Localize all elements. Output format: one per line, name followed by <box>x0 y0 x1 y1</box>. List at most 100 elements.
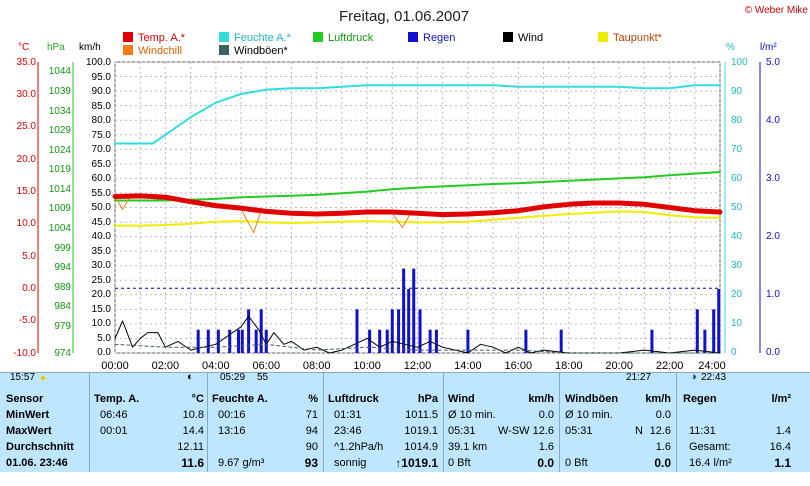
rain-bar <box>650 329 654 353</box>
gusts-column: Windböen km/h Ø 10 min. 0.0 05:31 N 12.6 1.6… <box>565 391 671 486</box>
sensor-row-max: MaxWert <box>6 425 52 437</box>
pressure-tick-label: 1044 <box>49 66 72 77</box>
wind-tick-label: 45.0 <box>92 217 112 228</box>
wind-header: Wind km/h <box>448 393 554 405</box>
pressure-tick-label: 1004 <box>49 223 72 234</box>
axis-title-rain: l/m² <box>760 42 777 53</box>
sun-icon: ● <box>40 373 47 384</box>
humidity-header: Feuchte A.% <box>212 393 318 405</box>
legend-swatch-temp <box>123 32 133 42</box>
legend-item-wind: Wind <box>503 32 543 44</box>
legend-label-wind: Wind <box>518 32 543 44</box>
wind-tick-label: 40.0 <box>92 231 112 242</box>
rain-bar <box>524 329 528 353</box>
axis-title-temp: °C <box>18 42 29 53</box>
rain-bar <box>695 309 699 353</box>
pressure-tick-label: 1019 <box>49 164 72 175</box>
legend-label-windchill: Windchill <box>138 45 182 57</box>
moon-phase-icon: ◐ <box>187 371 194 383</box>
rain-bar <box>703 329 707 353</box>
gusts-row-current: 0 Bft 0.0 <box>565 456 671 470</box>
legend-item-pressure: Luftdruck <box>313 32 374 44</box>
temp-tick-label: -10.0 <box>13 348 36 359</box>
wind-tick-label: 25.0 <box>92 275 112 286</box>
pressure-tick-label: 974 <box>54 348 71 359</box>
wind-tick-label: 80.0 <box>92 115 112 126</box>
rain-bar <box>254 329 258 353</box>
wind-tick-label: 60.0 <box>92 173 112 184</box>
legend-item-rain: Regen <box>408 32 455 44</box>
rain-bars <box>196 268 721 353</box>
column-divider <box>559 373 560 472</box>
temp-tick-label: 0.0 <box>22 283 36 294</box>
column-divider <box>207 373 208 472</box>
rain-bar <box>717 288 721 353</box>
moonset-icon: ◑ <box>690 371 697 383</box>
statistics-panel: 15:57 ● ◐ 05:29 55 21:27 ◑ 22:43 Sensor … <box>0 371 810 472</box>
time-marker-row: 15:57 ● ◐ 05:29 55 21:27 ◑ 22:43 <box>0 371 810 384</box>
wind-tick-label: 15.0 <box>92 304 112 315</box>
temp-tick-label: 20.0 <box>17 154 37 165</box>
pressure-tick-label: 984 <box>54 301 71 312</box>
wind-row-current: 0 Bft 0.0 <box>448 456 554 470</box>
wind-row-avg: 39.1 km 1.6 <box>448 441 554 453</box>
column-divider <box>676 373 677 472</box>
column-divider <box>89 373 90 472</box>
humidity-axis: 100 90 80 70 60 50 40 30 20 10 0 <box>724 57 748 358</box>
pressure-row-avg: ^1.2hPa/h 1014.9 <box>334 441 438 453</box>
wind-axis: 100.0 95.0 90.0 85.0 80.0 75.0 70.0 65.0… <box>86 57 111 358</box>
time-tick-label: 24:00 <box>698 360 726 372</box>
time-tick-label: 14:00 <box>454 360 482 372</box>
wind-tick-label: 70.0 <box>92 144 112 155</box>
chart-title: Freitag, 01.06.2007 <box>339 8 469 25</box>
legend-item-humidity: Feuchte A.* <box>219 32 292 44</box>
axis-title-humidity: % <box>726 42 735 53</box>
temp-row-avg: 12.11 <box>177 441 204 453</box>
time-axis: 00:00 02:00 04:00 06:00 08:00 10:00 12:0… <box>101 360 726 372</box>
rain-bar <box>206 329 210 353</box>
wind-tick-label: 5.0 <box>97 333 111 344</box>
rain-row-current: 16.4 l/m² 1.1 <box>689 456 791 470</box>
time-tick-label: 16:00 <box>505 360 533 372</box>
pressure-tick-label: 1024 <box>49 145 72 156</box>
rain-tick-label: 0.0 <box>766 347 780 358</box>
sensor-row-min: MinWert <box>6 409 50 421</box>
sunrise-duration-label: 55 <box>257 372 269 383</box>
pressure-tick-label: 999 <box>54 243 71 254</box>
rain-axis: 5.0 4.0 3.0 2.0 1.0 0.0 <box>759 57 780 358</box>
humidity-tick-label: 60 <box>731 173 743 184</box>
weather-chart: Freitag, 01.06.2007 © Weber Mike Temp. A… <box>13 5 808 372</box>
temp-row-min: 06:46 10.8 <box>100 409 204 421</box>
series-line-temp-a <box>112 193 723 218</box>
series-line-taupunkt <box>114 210 721 227</box>
rain-bar <box>402 268 406 353</box>
humidity-tick-label: 40 <box>731 231 743 242</box>
rain-bar <box>216 329 220 353</box>
rain-row-max: 11:31 1.4 <box>689 425 791 437</box>
rain-bar <box>228 329 232 353</box>
pressure-row-current: sonnig ↑1019.1 <box>334 456 438 470</box>
rain-bar <box>247 309 251 353</box>
pressure-tick-label: 994 <box>54 262 71 273</box>
rain-tick-label: 4.0 <box>766 115 780 126</box>
time-tick-label: 00:00 <box>101 360 129 372</box>
rain-header: Regen l/m² <box>683 393 791 405</box>
first-time-label: 15:57 <box>10 372 36 383</box>
plot-area <box>112 61 723 354</box>
rain-row-min <box>683 407 791 423</box>
legend-label-humidity: Feuchte A.* <box>234 32 292 44</box>
time-tick-label: 06:00 <box>253 360 281 372</box>
sensor-column: Sensor MinWert MaxWert Durchschnitt 01.0… <box>6 391 86 486</box>
rain-bar <box>466 329 470 353</box>
sunrise-label: 05:29 <box>220 372 246 383</box>
temp-tick-label: 10.0 <box>17 218 37 229</box>
pressure-tick-label: 1034 <box>49 106 72 117</box>
gusts-header: Windböen km/h <box>565 393 671 405</box>
wind-tick-label: 90.0 <box>92 86 112 97</box>
pressure-row-min: 01:31 1011.5 <box>334 409 438 421</box>
sunset-label: 21:27 <box>626 372 652 383</box>
series-lines <box>112 84 723 354</box>
column-divider <box>443 373 444 472</box>
rain-bar <box>196 329 200 353</box>
rain-row-total: Gesamt: 16.4 <box>689 441 791 453</box>
